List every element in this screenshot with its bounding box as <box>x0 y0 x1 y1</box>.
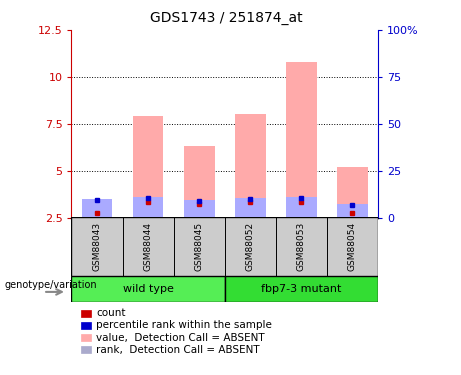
Bar <box>184 200 214 217</box>
Text: genotype/variation: genotype/variation <box>5 280 97 290</box>
Bar <box>133 197 163 217</box>
Bar <box>82 199 112 217</box>
Bar <box>337 167 368 218</box>
Text: value,  Detection Call = ABSENT: value, Detection Call = ABSENT <box>96 333 265 342</box>
Text: GSM88052: GSM88052 <box>246 222 255 271</box>
Text: GSM88043: GSM88043 <box>93 222 101 271</box>
Text: GSM88053: GSM88053 <box>297 222 306 271</box>
Bar <box>235 114 266 218</box>
Bar <box>71 276 225 302</box>
Bar <box>235 198 266 217</box>
Bar <box>225 276 378 302</box>
Text: GSM88054: GSM88054 <box>348 222 357 271</box>
Text: wild type: wild type <box>123 284 173 294</box>
Text: GDS1743 / 251874_at: GDS1743 / 251874_at <box>149 11 302 25</box>
Text: GSM88045: GSM88045 <box>195 222 204 271</box>
Bar <box>286 197 317 217</box>
Text: fbp7-3 mutant: fbp7-3 mutant <box>261 284 342 294</box>
Bar <box>82 204 112 218</box>
Bar <box>286 62 317 217</box>
Bar <box>184 146 214 218</box>
Bar <box>337 204 368 218</box>
Text: GSM88044: GSM88044 <box>143 222 153 271</box>
Text: percentile rank within the sample: percentile rank within the sample <box>96 321 272 330</box>
Text: count: count <box>96 309 126 318</box>
Bar <box>133 116 163 218</box>
Text: rank,  Detection Call = ABSENT: rank, Detection Call = ABSENT <box>96 345 260 354</box>
